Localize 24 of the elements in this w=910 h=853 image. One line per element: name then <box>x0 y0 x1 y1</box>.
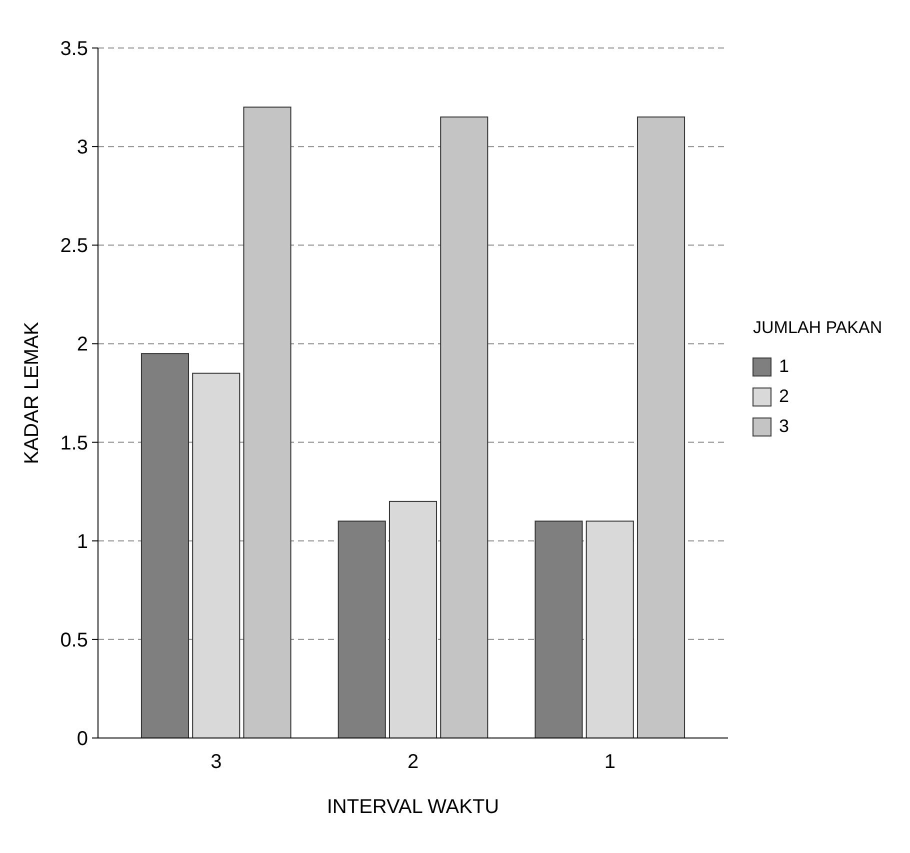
legend-label: 2 <box>779 386 790 406</box>
x-tick-label: 3 <box>210 751 222 773</box>
x-axis-title: INTERVAL WAKTU <box>326 796 500 818</box>
y-tick-label: 0.5 <box>60 629 88 652</box>
bar <box>192 372 240 738</box>
legend-label: 1 <box>779 356 790 376</box>
y-tick-label: 2 <box>76 334 88 356</box>
bar <box>243 106 292 738</box>
bar <box>338 520 386 738</box>
x-tick-label: 2 <box>407 751 419 773</box>
bar <box>586 520 634 738</box>
legend-label: 3 <box>779 416 790 436</box>
y-tick-label: 0 <box>76 728 88 750</box>
bar <box>440 116 488 738</box>
bar <box>388 500 438 738</box>
y-tick-label: 3 <box>76 136 88 159</box>
legend-title: JUMLAH PAKAN <box>753 318 882 337</box>
y-tick-label: 1 <box>76 530 88 553</box>
y-tick-label: 3.5 <box>60 38 88 60</box>
x-tick-label: 1 <box>604 751 616 773</box>
bar <box>636 116 686 738</box>
y-tick-label: 2.5 <box>60 235 88 258</box>
y-axis-title: KADAR LEMAK <box>21 321 43 464</box>
y-tick-label: 1.5 <box>60 432 88 454</box>
